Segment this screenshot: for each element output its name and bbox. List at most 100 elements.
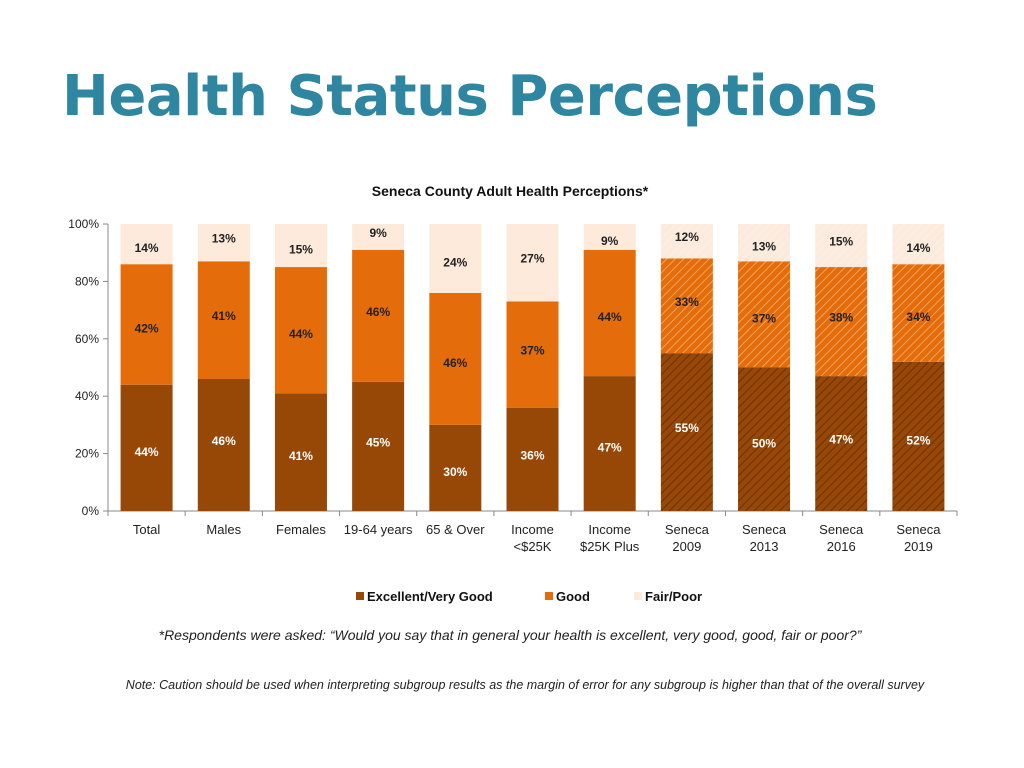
- x-tick-label: 2013: [750, 539, 779, 554]
- x-tick-label: Income: [588, 522, 631, 537]
- y-tick-label: 40%: [75, 389, 99, 403]
- y-tick-label: 80%: [75, 274, 99, 288]
- bar-segment: [120, 264, 173, 385]
- bar-segment: [583, 249, 636, 377]
- data-label: 41%: [212, 309, 236, 323]
- x-tick-label: Females: [276, 522, 326, 537]
- bar-segment: [660, 353, 713, 511]
- data-label: 38%: [829, 311, 853, 325]
- bar-segment: [892, 264, 945, 362]
- data-label: 46%: [366, 305, 390, 319]
- data-label: 47%: [829, 433, 853, 447]
- bar-segment: [738, 367, 791, 511]
- legend-label: Good: [556, 589, 590, 604]
- data-label: 36%: [520, 448, 544, 462]
- data-label: 44%: [289, 327, 313, 341]
- data-label: 41%: [289, 449, 313, 463]
- bar-segment: [815, 376, 868, 511]
- caution-footnote: Note: Caution should be used when interp…: [125, 678, 925, 692]
- bar-segment: [274, 267, 327, 394]
- data-label: 37%: [520, 344, 544, 358]
- chart-title: Seneca County Adult Health Perceptions*: [372, 183, 649, 199]
- bar-segment: [660, 258, 713, 354]
- bar-segment: [506, 224, 559, 302]
- x-tick-label: Seneca: [742, 522, 787, 537]
- bar-segment: [120, 384, 173, 511]
- data-label: 47%: [598, 441, 622, 455]
- bar-segment: [197, 378, 250, 511]
- bar-segment: [892, 361, 945, 511]
- bar-segment: [429, 292, 482, 425]
- data-label: 44%: [135, 445, 159, 459]
- legend-swatch: [356, 592, 364, 600]
- x-tick-label: Seneca: [896, 522, 941, 537]
- bar-segment: [274, 393, 327, 511]
- x-tick-label: 2019: [904, 539, 933, 554]
- data-label: 24%: [443, 255, 467, 269]
- bar-segment: [274, 224, 327, 268]
- bar-segment: [892, 224, 945, 265]
- bar-segment: [738, 261, 791, 368]
- bar-segment: [660, 224, 713, 259]
- x-tick-label: 2016: [827, 539, 856, 554]
- data-label: 9%: [369, 226, 387, 240]
- x-tick-label: 65 & Over: [426, 522, 485, 537]
- data-label: 37%: [752, 311, 776, 325]
- legend-swatch: [634, 592, 642, 600]
- x-tick-label: Seneca: [665, 522, 710, 537]
- bar-segment: [583, 224, 636, 250]
- bar-segment: [506, 301, 559, 408]
- data-label: 50%: [752, 436, 776, 450]
- data-label: 42%: [135, 321, 159, 335]
- data-label: 13%: [212, 232, 236, 246]
- legend-label: Excellent/Very Good: [367, 589, 493, 604]
- bar-segment: [506, 407, 559, 511]
- data-label: 14%: [135, 241, 159, 255]
- bar-segment: [583, 376, 636, 511]
- y-tick-label: 20%: [75, 447, 99, 461]
- data-label: 27%: [520, 252, 544, 266]
- question-footnote: *Respondents were asked: “Would you say …: [158, 627, 862, 643]
- data-label: 15%: [829, 235, 853, 249]
- page-title: Health Status Perceptions: [62, 64, 878, 129]
- data-label: 46%: [443, 356, 467, 370]
- x-tick-label: $25K Plus: [580, 539, 640, 554]
- data-label: 52%: [906, 433, 930, 447]
- bar-segment: [429, 224, 482, 293]
- data-label: 33%: [675, 295, 699, 309]
- data-label: 55%: [675, 421, 699, 435]
- bar-segment: [352, 381, 405, 511]
- x-tick-label: <$25K: [514, 539, 552, 554]
- data-label: 14%: [906, 241, 930, 255]
- bar-segment: [197, 224, 250, 262]
- x-tick-label: Total: [133, 522, 161, 537]
- bar-segment: [815, 224, 868, 268]
- data-label: 9%: [601, 234, 619, 248]
- bar-segment: [815, 267, 868, 377]
- bar-segment: [352, 249, 405, 382]
- legend-swatch: [545, 592, 553, 600]
- data-label: 15%: [289, 243, 313, 257]
- y-tick-label: 100%: [68, 217, 99, 231]
- x-tick-label: Seneca: [819, 522, 864, 537]
- stacked-bar-chart: Seneca County Adult Health Perceptions* …: [68, 183, 958, 604]
- x-tick-label: Males: [206, 522, 241, 537]
- bar-segment: [120, 224, 173, 265]
- y-tick-label: 0%: [82, 504, 100, 518]
- bar-segment: [738, 224, 791, 262]
- data-label: 13%: [752, 240, 776, 254]
- y-tick-label: 60%: [75, 332, 99, 346]
- legend-label: Fair/Poor: [645, 589, 702, 604]
- data-label: 30%: [443, 465, 467, 479]
- bar-segment: [197, 261, 250, 379]
- bar-segment: [429, 424, 482, 511]
- x-tick-label: 19-64 years: [344, 522, 413, 537]
- data-label: 34%: [906, 310, 930, 324]
- x-tick-label: Income: [511, 522, 554, 537]
- data-label: 44%: [598, 310, 622, 324]
- bar-segment: [352, 224, 405, 250]
- data-label: 45%: [366, 435, 390, 449]
- x-tick-label: 2009: [672, 539, 701, 554]
- data-label: 12%: [675, 230, 699, 244]
- data-label: 46%: [212, 434, 236, 448]
